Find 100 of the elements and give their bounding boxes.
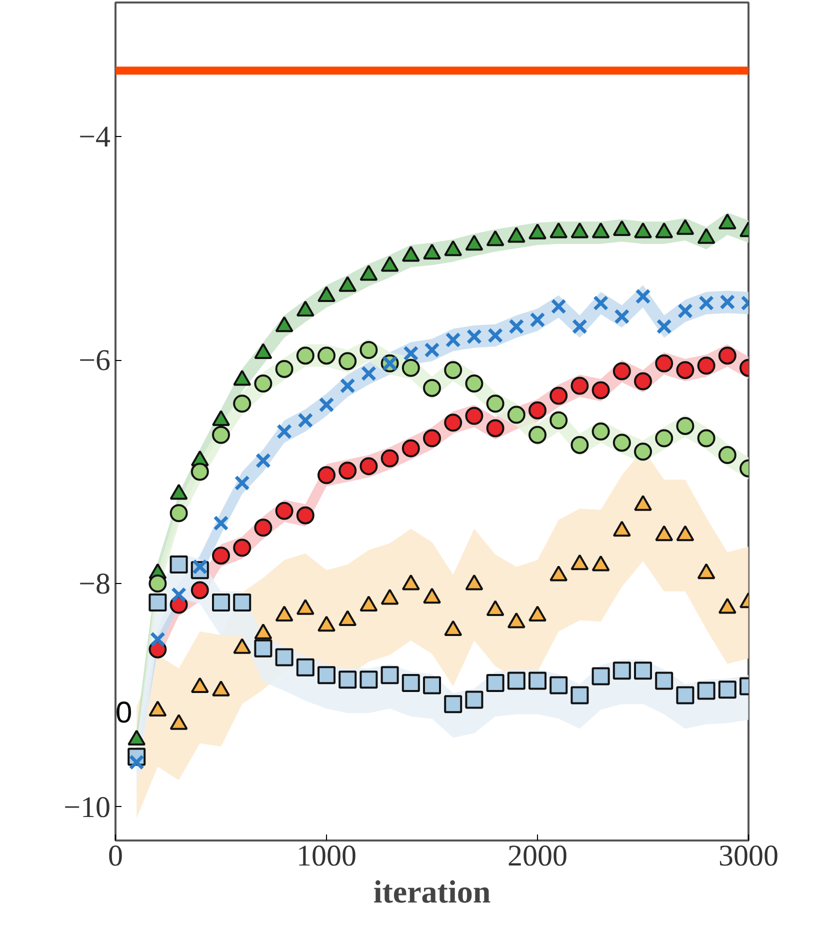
point <box>634 662 652 680</box>
point <box>634 442 652 461</box>
point <box>507 406 526 424</box>
point <box>254 374 272 392</box>
point <box>338 462 357 480</box>
point <box>593 295 609 311</box>
point <box>592 667 610 686</box>
point <box>296 346 314 365</box>
point <box>528 401 546 420</box>
point <box>318 346 336 365</box>
point <box>340 378 356 394</box>
point <box>634 372 652 390</box>
point <box>570 686 589 704</box>
point <box>254 639 272 658</box>
point <box>423 378 441 397</box>
y-tick-label: −10 <box>64 790 111 824</box>
point <box>612 662 631 680</box>
point <box>276 424 292 440</box>
point <box>233 538 252 557</box>
point <box>676 686 694 704</box>
point <box>402 439 420 458</box>
point <box>592 381 610 400</box>
point <box>718 346 736 365</box>
point <box>486 394 504 413</box>
point <box>570 376 589 395</box>
point <box>212 546 230 565</box>
point <box>530 312 546 328</box>
point <box>150 632 166 648</box>
point <box>296 658 314 676</box>
point <box>465 406 484 425</box>
point <box>465 690 484 709</box>
point <box>380 449 399 468</box>
point <box>676 416 694 435</box>
point <box>148 594 167 612</box>
point <box>338 670 357 689</box>
point <box>380 666 399 684</box>
point <box>550 411 568 430</box>
point <box>612 362 631 380</box>
point <box>402 358 420 377</box>
point <box>423 429 441 448</box>
point <box>255 452 271 468</box>
point <box>212 594 230 612</box>
point <box>424 342 440 358</box>
point <box>190 462 209 481</box>
point <box>697 429 716 448</box>
point <box>697 682 716 700</box>
point <box>234 475 250 491</box>
point <box>465 374 484 392</box>
point <box>550 676 568 694</box>
point <box>486 419 504 438</box>
point <box>718 680 736 699</box>
point <box>677 303 693 319</box>
point <box>698 295 714 311</box>
point <box>488 328 504 344</box>
point <box>697 356 716 375</box>
point <box>655 429 674 448</box>
point <box>170 504 188 522</box>
point <box>318 396 334 412</box>
point <box>275 502 294 520</box>
point <box>254 518 272 537</box>
point <box>318 466 336 484</box>
point <box>655 354 674 372</box>
x-axis-title: iteration <box>373 874 491 910</box>
point <box>360 366 376 382</box>
annotation: 0 <box>116 696 132 730</box>
point <box>444 414 462 432</box>
point <box>212 426 230 444</box>
point <box>148 574 167 592</box>
point <box>614 308 630 324</box>
point <box>233 594 252 612</box>
point <box>572 318 588 334</box>
y-tick-label: −8 <box>78 568 111 601</box>
point <box>298 412 314 428</box>
point <box>508 318 524 334</box>
point <box>444 361 462 380</box>
point <box>190 581 209 600</box>
point <box>360 341 378 359</box>
point <box>338 352 357 370</box>
point <box>192 558 208 575</box>
point <box>403 346 419 362</box>
point <box>360 670 378 689</box>
point <box>275 648 294 666</box>
point <box>275 360 294 378</box>
point <box>592 422 610 441</box>
point <box>656 318 672 334</box>
x-tick-label: 1000 <box>296 840 356 872</box>
point <box>360 457 378 476</box>
point <box>466 328 482 344</box>
y-tick-label: −4 <box>78 120 111 154</box>
x-tick-label: 2000 <box>508 840 568 872</box>
point <box>402 674 420 692</box>
point <box>128 754 144 770</box>
point <box>612 434 631 452</box>
point <box>213 515 229 531</box>
x-tick-label: 0 <box>108 840 123 872</box>
point <box>528 426 546 444</box>
point <box>233 394 252 413</box>
point <box>676 361 694 380</box>
point <box>423 676 441 694</box>
point <box>171 586 187 602</box>
